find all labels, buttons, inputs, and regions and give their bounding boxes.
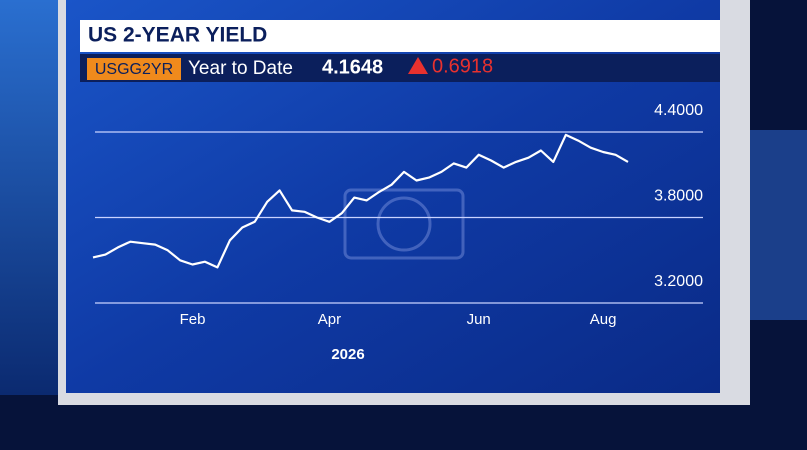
- right-screen: [750, 130, 807, 320]
- y-tick-label: 3.8000: [654, 188, 703, 205]
- x-tick-label: Jun: [467, 311, 491, 328]
- chart-title: US 2-YEAR YIELD: [88, 24, 267, 47]
- up-arrow: [408, 57, 428, 74]
- x-tick-label: Apr: [318, 311, 341, 328]
- x-tick-label: Aug: [590, 311, 617, 328]
- y-tick-label: 4.4000: [654, 102, 703, 119]
- subtitle-bar: [80, 54, 720, 82]
- ticker-box: [87, 58, 181, 80]
- last-value: 4.1648: [322, 56, 383, 78]
- line-series: [92, 133, 629, 269]
- title-bar: [80, 20, 720, 52]
- watermark: [343, 188, 465, 260]
- y-tick-label: 3.2000: [654, 273, 703, 290]
- period: Year to Date: [188, 58, 293, 79]
- x-axis-label: 2026: [331, 346, 364, 363]
- change-value: 0.6918: [432, 55, 493, 77]
- x-tick-label: Feb: [180, 311, 206, 328]
- left-screen: [0, 0, 58, 395]
- ticker: USGG2YR: [95, 61, 173, 78]
